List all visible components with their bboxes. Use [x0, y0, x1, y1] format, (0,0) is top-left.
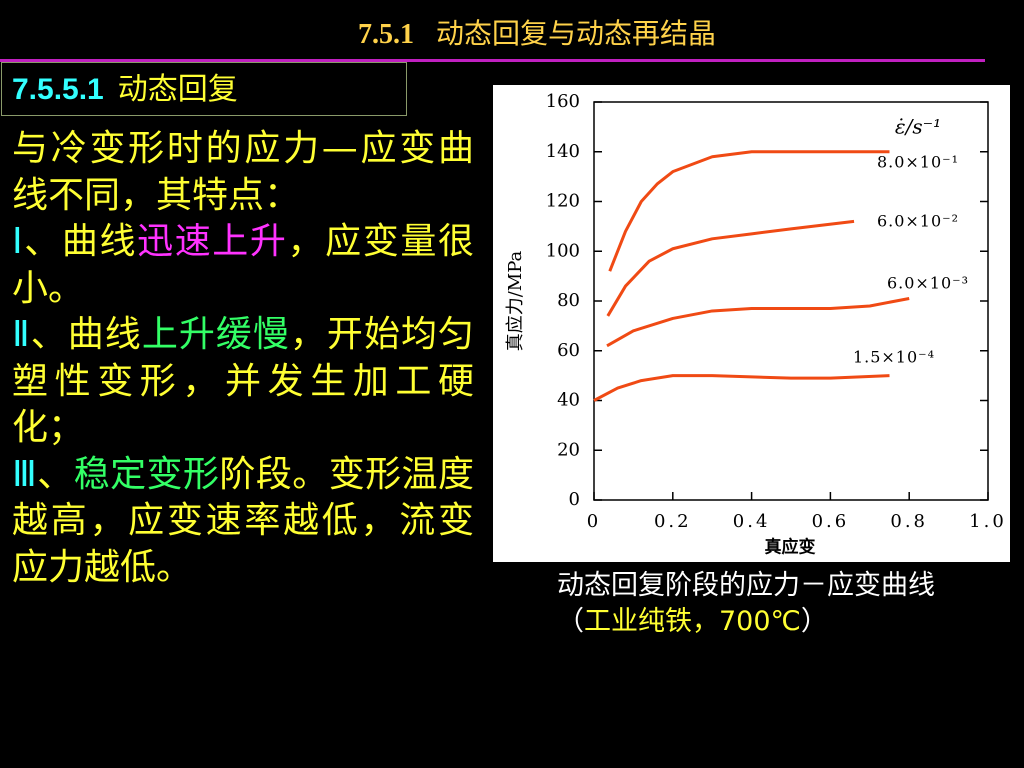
series-line [593, 374, 890, 402]
section-box: 7.5.5.1 动态回复 [1, 62, 407, 116]
header-number: 7.5.1 [358, 19, 414, 50]
paragraph: 与冷变形时的应力—应变曲线不同，其特点： [12, 126, 474, 219]
y-tick-label: 40 [557, 390, 580, 411]
y-tick-label: 160 [546, 91, 580, 112]
x-tick-label: 0.6 [812, 511, 850, 532]
series-label: 8.0×10⁻¹ [877, 153, 959, 172]
text: 阶段。变形温度越高，应变速率越低，流变应力越低。 [12, 453, 474, 588]
series-label: 6.0×10⁻² [877, 212, 959, 231]
text: ，应变量很小。 [12, 221, 474, 309]
text: ，开始均匀塑性变形，并发生加工硬化； [12, 314, 474, 448]
paragraph: Ⅰ、曲线迅速上升，应变量很小。 [12, 219, 474, 312]
y-tick-label: 20 [557, 439, 580, 460]
text: 、曲线 [24, 221, 138, 262]
header-rule [0, 59, 985, 62]
x-tick-label: 0 [587, 511, 601, 532]
text: 与冷变形时的应力—应变曲线不同，其特点： [12, 128, 474, 216]
header: 7.5.1 动态回复与动态再结晶 [358, 12, 716, 52]
series-label: 1.5×10⁻⁴ [853, 348, 935, 367]
y-tick-label: 0 [569, 489, 580, 510]
y-axis-label: 真应力/MPa [505, 250, 526, 351]
caption-text: 动态回复阶段的应力－应变曲线（ [557, 570, 935, 637]
series-label: 6.0×10⁻³ [887, 274, 969, 293]
section-title: 动态回复 [117, 72, 238, 107]
series-line [608, 150, 890, 272]
body-text: 与冷变形时的应力—应变曲线不同，其特点： Ⅰ、曲线迅速上升，应变量很小。 Ⅱ、曲… [12, 126, 474, 591]
x-tick-label: 1.0 [969, 511, 1007, 532]
text: 、曲线 [30, 314, 142, 355]
section-number: 7.5.5.1 [12, 73, 104, 106]
numeral: Ⅰ [12, 221, 25, 262]
y-tick-label: 120 [546, 191, 580, 212]
x-axis-label: 真应变 [765, 537, 816, 558]
caption-highlight: 工业纯铁，700℃ [584, 606, 801, 637]
chart-background [493, 85, 1010, 562]
x-tick-label: 0.2 [654, 511, 692, 532]
x-tick-label: 0.4 [733, 511, 771, 532]
y-tick-label: 100 [546, 240, 580, 261]
y-tick-label: 60 [557, 340, 580, 361]
y-tick-label: 80 [557, 290, 580, 311]
paragraph: Ⅱ、曲线上升缓慢，开始均匀塑性变形，并发生加工硬化； [12, 312, 474, 452]
numeral: Ⅲ [12, 453, 38, 495]
highlight: 迅速上升 [137, 221, 288, 262]
highlight: 稳定变形 [73, 453, 220, 495]
paragraph: Ⅲ、稳定变形阶段。变形温度越高，应变速率越低，流变应力越低。 [12, 452, 474, 592]
text: 、 [37, 453, 74, 495]
legend-title: ε̇/s⁻¹ [895, 115, 941, 139]
caption: 动态回复阶段的应力－应变曲线（工业纯铁，700℃） [557, 568, 987, 640]
y-tick-label: 140 [546, 141, 580, 162]
series-line [606, 297, 910, 348]
highlight: 上升缓慢 [141, 314, 290, 355]
numeral: Ⅱ [12, 314, 31, 355]
caption-text: ） [800, 606, 828, 637]
header-title: 动态回复与动态再结晶 [436, 17, 717, 50]
x-tick-label: 0.8 [890, 511, 928, 532]
series-line [606, 219, 855, 317]
